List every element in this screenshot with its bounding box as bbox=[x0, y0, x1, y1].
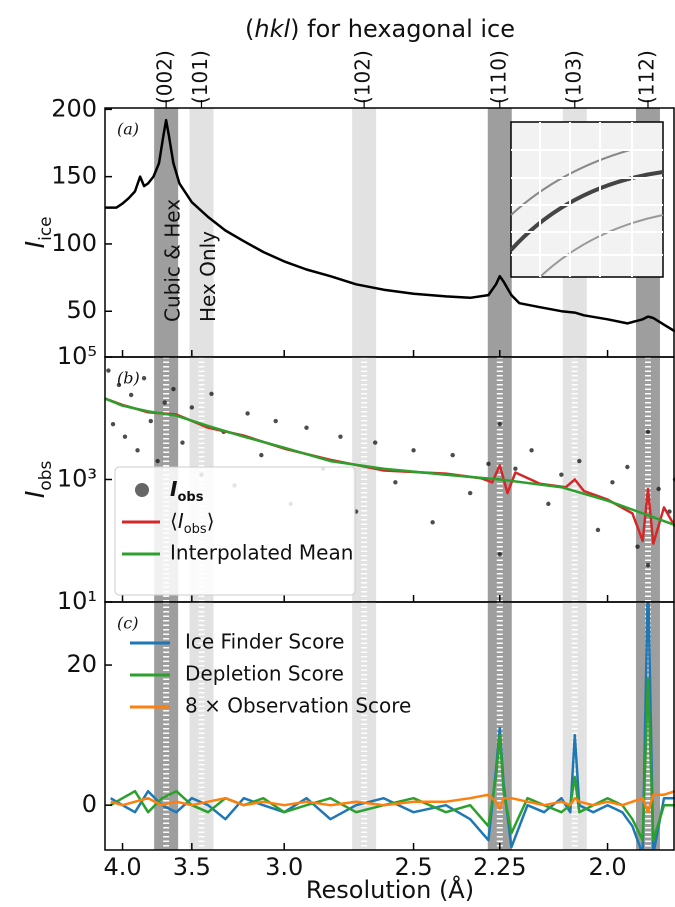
scatter-point bbox=[497, 552, 502, 557]
panel-label: (c) bbox=[117, 614, 138, 633]
legend-label: 8 × Observation Score bbox=[185, 694, 411, 718]
series-line bbox=[110, 602, 675, 850]
hkl-label: (102) bbox=[351, 50, 375, 104]
legend-label: Iobs bbox=[170, 477, 204, 506]
scatter-point bbox=[411, 448, 416, 453]
inset-ring bbox=[539, 214, 664, 278]
scatter-point bbox=[171, 386, 176, 392]
x-tick-label: 2.25 bbox=[473, 853, 526, 881]
x-tick-label: 3.0 bbox=[265, 853, 303, 881]
inset-image bbox=[510, 121, 664, 278]
annotation: Hex Only bbox=[196, 231, 220, 322]
scatter-point bbox=[155, 458, 160, 464]
figure-title: (hkl) for hexagonal ice bbox=[245, 15, 515, 43]
scatter-point bbox=[497, 421, 502, 427]
hkl-band bbox=[352, 108, 377, 357]
scatter-point bbox=[180, 440, 185, 445]
scatter-point bbox=[148, 418, 153, 424]
scatter-point bbox=[209, 391, 214, 397]
y-tick-label: 20 bbox=[66, 650, 97, 678]
scatter-point bbox=[122, 434, 128, 439]
scatter-point bbox=[135, 448, 140, 453]
panel-label: (a) bbox=[117, 120, 139, 139]
scatter-point bbox=[559, 472, 564, 477]
hkl-label: (101) bbox=[188, 50, 212, 104]
scatter-point bbox=[116, 382, 122, 388]
panel bbox=[105, 108, 675, 357]
scatter-point bbox=[162, 400, 167, 405]
legend-marker bbox=[135, 483, 149, 497]
scatter-point bbox=[529, 448, 534, 453]
scatter-point bbox=[635, 544, 640, 549]
legend-label: Depletion Score bbox=[185, 662, 344, 686]
scatter-point bbox=[338, 434, 343, 439]
inset-ring bbox=[509, 170, 664, 252]
y-tick-label: 50 bbox=[66, 296, 97, 324]
scatter-point bbox=[467, 490, 473, 496]
annotation: Cubic & Hex bbox=[161, 199, 185, 322]
y-tick-label: 0 bbox=[82, 790, 97, 818]
scatter-point bbox=[513, 466, 518, 471]
scatter-point bbox=[430, 520, 435, 525]
hkl-band bbox=[487, 108, 512, 357]
y-tick-label: 200 bbox=[51, 94, 97, 122]
scatter-point bbox=[259, 452, 264, 458]
scatter-point bbox=[486, 461, 491, 467]
y-axis-label: Iobs bbox=[21, 461, 56, 499]
scatter-point bbox=[141, 376, 147, 381]
scatter-point bbox=[645, 429, 651, 435]
x-axis-label: Resolution (Å) bbox=[306, 875, 474, 904]
scatter-point bbox=[645, 562, 651, 568]
x-tick-label: 4.0 bbox=[103, 853, 141, 881]
hkl-label: (110) bbox=[486, 50, 510, 104]
y-tick-label: 100 bbox=[51, 229, 97, 257]
scatter-point bbox=[245, 411, 250, 416]
series-line bbox=[110, 790, 675, 814]
scatter-point bbox=[656, 486, 661, 492]
panel-label: (b) bbox=[117, 369, 140, 388]
scatter-point bbox=[273, 418, 278, 424]
scatter-point bbox=[128, 392, 134, 398]
y-axis-label: Iice bbox=[21, 216, 56, 248]
y-tick-label: 10³ bbox=[57, 465, 97, 493]
scatter-point bbox=[595, 527, 601, 533]
hkl-label: (002) bbox=[153, 50, 177, 104]
hkl-label: (112) bbox=[634, 50, 658, 104]
legend-box bbox=[114, 466, 356, 596]
scatter-point bbox=[304, 425, 309, 430]
legend-label: ⟨Iobs⟩ bbox=[170, 509, 215, 538]
hkl-label: (103) bbox=[561, 50, 585, 104]
legend-label: Interpolated Mean bbox=[170, 541, 353, 565]
scatter-point bbox=[393, 480, 398, 485]
series-line bbox=[105, 118, 675, 333]
scatter-point bbox=[577, 458, 582, 464]
scatter-point bbox=[610, 480, 615, 485]
x-tick-label: 3.5 bbox=[173, 853, 211, 881]
y-tick-label: 10¹ bbox=[57, 587, 97, 615]
y-tick-label: 10⁵ bbox=[57, 342, 97, 370]
legend-label: Ice Finder Score bbox=[185, 630, 344, 654]
scatter-point bbox=[625, 464, 630, 470]
series-line bbox=[105, 397, 675, 527]
scatter-point bbox=[372, 440, 378, 445]
hkl-band bbox=[189, 108, 214, 357]
y-tick-label: 150 bbox=[51, 162, 97, 190]
x-tick-label: 2.5 bbox=[394, 853, 432, 881]
hkl-band bbox=[154, 108, 179, 357]
scatter-point bbox=[546, 501, 551, 507]
scatter-point bbox=[106, 368, 111, 373]
x-tick-label: 2.0 bbox=[588, 853, 626, 881]
scatter-point bbox=[110, 421, 116, 427]
scatter-point bbox=[450, 452, 455, 458]
axes-frame bbox=[104, 601, 675, 851]
scatter-point bbox=[189, 405, 195, 410]
